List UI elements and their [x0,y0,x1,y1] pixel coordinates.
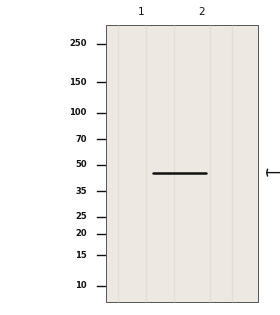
Text: 10: 10 [75,281,87,290]
Text: 70: 70 [75,135,87,144]
Text: 2: 2 [198,7,205,17]
Text: 250: 250 [69,39,87,48]
Text: 25: 25 [75,212,87,221]
Text: 15: 15 [75,251,87,260]
Bar [106,25,258,302]
Text: 20: 20 [75,229,87,238]
Text: 35: 35 [75,187,87,196]
Text: 1: 1 [138,7,145,17]
Text: 50: 50 [75,160,87,169]
Text: 100: 100 [69,108,87,117]
Text: 150: 150 [69,77,87,87]
